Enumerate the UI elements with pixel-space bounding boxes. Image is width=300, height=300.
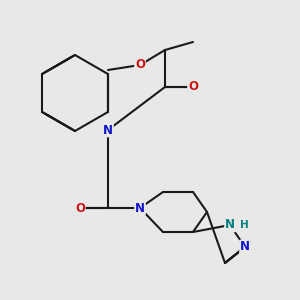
Text: N: N: [225, 218, 235, 232]
Text: O: O: [188, 80, 198, 94]
Text: H: H: [240, 220, 248, 230]
Text: N: N: [240, 241, 250, 254]
Text: O: O: [75, 202, 85, 214]
Text: O: O: [135, 58, 145, 71]
Text: N: N: [103, 124, 113, 136]
Text: N: N: [135, 202, 145, 214]
